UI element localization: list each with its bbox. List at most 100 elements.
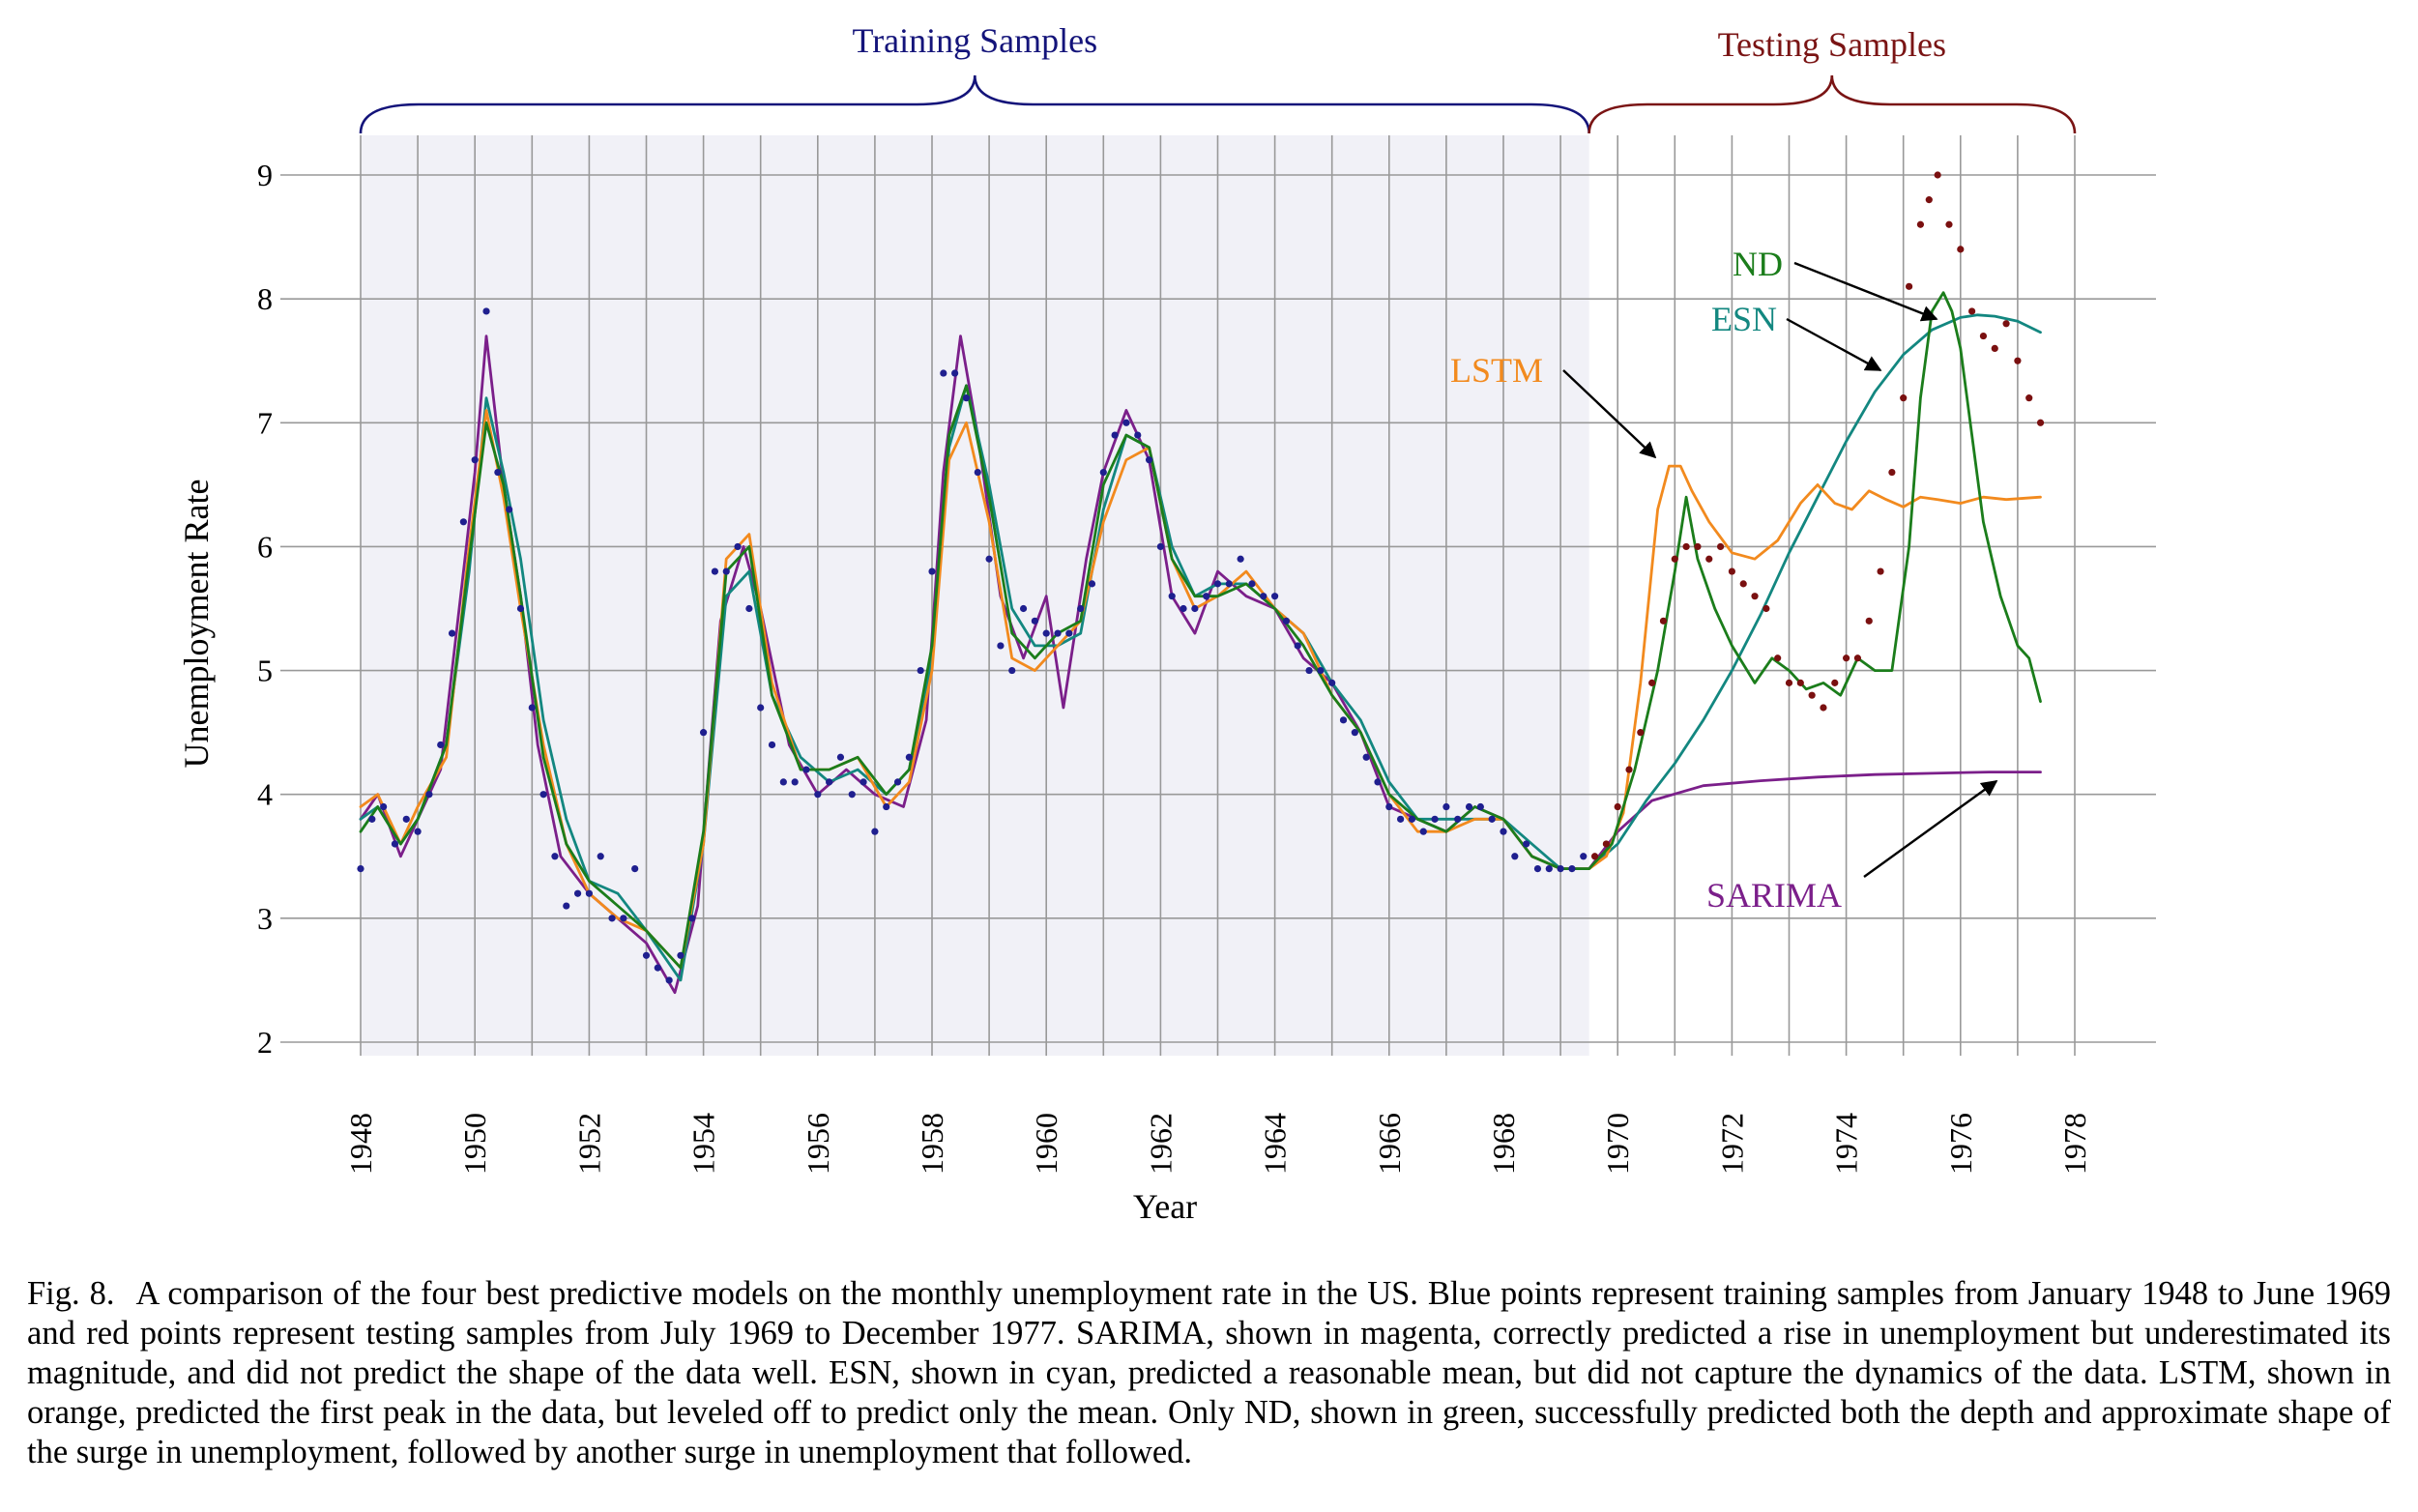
training-point <box>768 741 776 749</box>
training-point <box>917 666 924 675</box>
training-point <box>1568 865 1576 873</box>
training-point <box>757 704 765 712</box>
training-point <box>1419 828 1427 835</box>
annotation-arrows <box>1562 261 1998 878</box>
x-tick-label: 1960 <box>1029 1113 1063 1175</box>
training-point <box>1374 778 1382 786</box>
training-point <box>1111 431 1119 439</box>
testing-point <box>1906 282 1913 290</box>
training-point <box>1523 840 1530 848</box>
training-point <box>962 394 971 402</box>
nd-arrow <box>1793 261 1938 322</box>
testing-point <box>1774 654 1782 662</box>
training-point <box>1145 456 1153 464</box>
training-bracket <box>359 74 1590 134</box>
grid-lines <box>280 135 2156 1056</box>
training-point <box>1533 865 1542 873</box>
testing-samples-label: Testing Samples <box>1718 25 1946 64</box>
training-point <box>494 468 502 477</box>
y-axis-label: Unemployment Rate <box>177 480 216 769</box>
training-point <box>448 629 456 637</box>
sample-points <box>357 171 2045 984</box>
testing-point <box>1671 555 1678 563</box>
training-point <box>974 468 981 477</box>
training-point <box>802 766 810 773</box>
testing-point <box>1659 617 1668 625</box>
testing-point <box>1877 567 1884 575</box>
training-point <box>1385 802 1393 811</box>
training-point <box>471 456 479 464</box>
x-tick-label: 1962 <box>1143 1113 1178 1175</box>
testing-point <box>1991 344 1998 352</box>
series-line-nd <box>359 291 2042 970</box>
training-point <box>425 791 433 799</box>
training-point <box>1008 666 1016 675</box>
testing-point <box>1785 679 1793 686</box>
x-tick-label: 1966 <box>1372 1113 1407 1175</box>
testing-point <box>1751 593 1759 600</box>
training-point <box>539 791 547 799</box>
testing-point <box>1705 555 1713 563</box>
training-point <box>1191 604 1199 613</box>
training-point <box>1213 580 1222 588</box>
testing-point <box>1739 580 1747 588</box>
training-point <box>745 604 753 613</box>
x-tick-label: 1974 <box>1829 1113 1864 1175</box>
training-point <box>1408 815 1416 823</box>
testing-point <box>1934 171 1941 179</box>
training-point <box>642 951 651 959</box>
training-point <box>620 915 627 922</box>
y-tick-labels: 2 3 4 5 6 7 8 9 <box>257 158 273 1060</box>
training-point <box>1077 604 1085 613</box>
training-point <box>711 567 719 575</box>
training-point <box>402 815 410 823</box>
y-tick-label: 7 <box>257 405 273 440</box>
training-point <box>631 865 639 873</box>
testing-point <box>1648 679 1656 686</box>
training-point <box>1156 542 1164 551</box>
training-point <box>1260 593 1267 600</box>
figure-caption: Fig. 8. A comparison of the four best pre… <box>27 1274 2391 1472</box>
training-point <box>551 853 559 860</box>
training-point <box>1122 419 1130 426</box>
x-tick-label: 1972 <box>1714 1113 1749 1175</box>
training-point <box>380 802 388 811</box>
training-point <box>814 791 822 799</box>
training-point <box>1271 593 1279 600</box>
training-samples-label: Training Samples <box>852 21 1097 60</box>
training-point <box>836 753 845 761</box>
training-point <box>1305 666 1313 675</box>
x-tick-label: 1976 <box>1943 1113 1978 1175</box>
training-point <box>585 889 594 897</box>
training-point <box>893 778 902 786</box>
training-point <box>391 840 399 848</box>
lstm-arrow <box>1562 369 1657 459</box>
caption-text: A comparison of the four best predictive… <box>27 1275 2391 1470</box>
training-point <box>573 889 582 897</box>
testing-point <box>1925 196 1933 204</box>
training-point <box>1031 617 1038 625</box>
testing-point <box>1820 704 1827 712</box>
training-point <box>951 369 959 377</box>
x-tick-label: 1954 <box>686 1113 721 1175</box>
training-point <box>1294 642 1301 650</box>
x-tick-label: 1952 <box>571 1113 606 1175</box>
training-point <box>368 815 376 823</box>
training-point <box>1099 468 1107 477</box>
training-point <box>1042 629 1050 637</box>
training-point <box>940 369 947 377</box>
training-point <box>791 778 799 786</box>
training-point <box>528 704 536 712</box>
training-point <box>826 778 833 786</box>
model-series <box>359 291 2042 995</box>
y-tick-label: 2 <box>257 1025 273 1060</box>
training-point <box>905 753 913 761</box>
esn-arrow <box>1786 317 1882 372</box>
testing-bracket <box>1588 74 2077 134</box>
training-point <box>654 964 661 972</box>
y-tick-label: 3 <box>257 901 273 936</box>
training-point <box>997 642 1005 650</box>
training-point <box>1431 815 1439 823</box>
x-tick-label: 1978 <box>2057 1113 2092 1175</box>
x-axis-label: Year <box>1133 1187 1197 1226</box>
